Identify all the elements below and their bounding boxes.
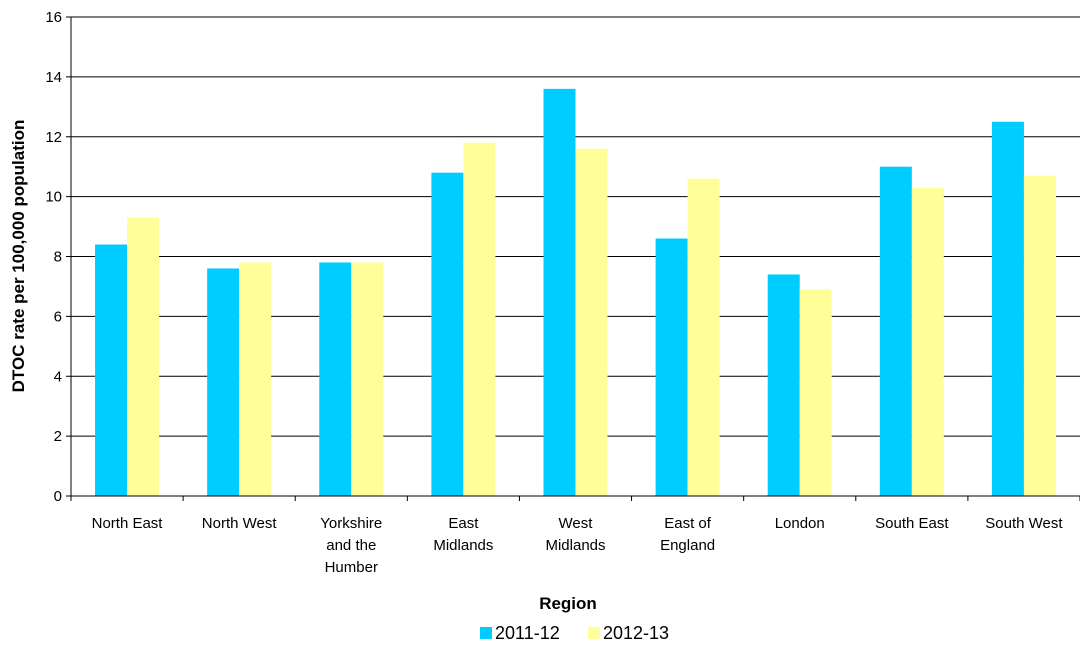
y-tick-label: 6 xyxy=(54,308,62,325)
bar-2012-13-1 xyxy=(239,262,272,496)
bar-2012-13-3 xyxy=(463,142,496,497)
bar-2011-12-5 xyxy=(655,238,688,496)
axes xyxy=(66,16,1080,501)
bar-2012-13-7 xyxy=(911,187,944,497)
bar-2011-12-2 xyxy=(319,262,352,496)
x-category-label: South West xyxy=(985,515,1063,532)
y-tick-label: 16 xyxy=(45,9,62,26)
bar-2011-12-1 xyxy=(207,268,240,496)
bar-2011-12-4 xyxy=(543,88,576,496)
bar-2012-13-8 xyxy=(1023,175,1056,496)
y-tick-label: 8 xyxy=(54,249,62,266)
legend-swatch-2012-13 xyxy=(588,627,600,639)
bar-2012-13-6 xyxy=(799,289,832,496)
x-category-label: Midlands xyxy=(545,537,605,554)
x-category-label: West xyxy=(559,515,594,532)
y-tick-label: 2 xyxy=(54,428,62,445)
y-tick-label: 4 xyxy=(54,368,62,385)
bar-2012-13-5 xyxy=(687,178,720,496)
bar-2012-13-2 xyxy=(351,262,384,496)
x-category-label: North East xyxy=(92,515,164,532)
legend-label-2011-12: 2011-12 xyxy=(495,623,560,643)
bar-2011-12-8 xyxy=(991,121,1024,496)
bar-2012-13-4 xyxy=(575,148,608,496)
x-category-label: North West xyxy=(202,515,278,532)
x-category-label: Midlands xyxy=(433,537,493,554)
y-tick-label: 12 xyxy=(45,129,62,146)
bar-2011-12-3 xyxy=(431,172,464,497)
x-category-label: East of xyxy=(664,515,712,532)
y-tick-label: 14 xyxy=(45,69,62,86)
y-axis-title: DTOC rate per 100,000 population xyxy=(9,120,28,393)
legend-label-2012-13: 2012-13 xyxy=(603,623,669,643)
axis-labels: 0 2 4 6 8 10 12 14 16 North East North West Yorkshi… xyxy=(45,9,1063,576)
x-category-label: England xyxy=(660,537,715,554)
x-category-label: South East xyxy=(875,515,949,532)
bars xyxy=(95,88,1056,497)
y-tick-label: 0 xyxy=(54,488,62,505)
x-category-label: East xyxy=(448,515,479,532)
x-category-label: and the xyxy=(326,537,376,554)
x-category-label: Humber xyxy=(325,559,378,576)
legend-swatch-2011-12 xyxy=(480,627,492,639)
x-category-label: Yorkshire xyxy=(320,515,382,532)
x-category-label: London xyxy=(775,515,825,532)
bar-2011-12-0 xyxy=(95,244,128,496)
x-axis-title: Region xyxy=(539,594,597,613)
bar-2011-12-7 xyxy=(879,166,912,496)
legend: 2011-12 2012-13 xyxy=(480,623,669,643)
y-tick-label: 10 xyxy=(45,189,62,206)
bar-2012-13-0 xyxy=(127,217,160,497)
bar-2011-12-6 xyxy=(767,274,800,496)
